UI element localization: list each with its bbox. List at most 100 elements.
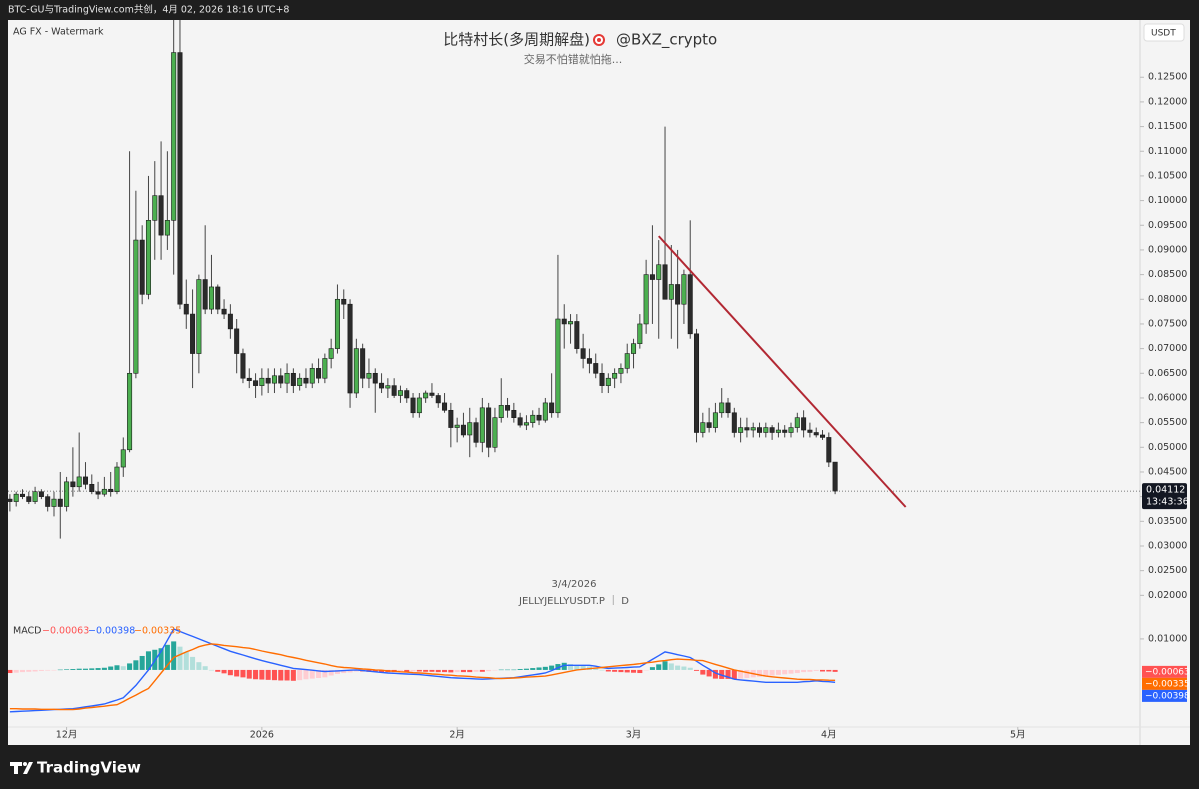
histogram-bar: [95, 668, 101, 670]
x-tick-label: 12月: [56, 730, 78, 741]
candle-body: [662, 264, 668, 300]
candle-body: [769, 427, 775, 433]
y-tick-label: 0.06500: [1148, 368, 1187, 379]
histogram-bar: [624, 669, 630, 673]
candle-body: [202, 279, 208, 310]
candle-body: [517, 417, 523, 426]
candle-body: [133, 239, 139, 374]
histogram-bar: [341, 669, 347, 674]
candle-body: [435, 395, 441, 404]
histogram-bar: [435, 669, 441, 673]
histogram-bar: [234, 669, 240, 677]
histogram-bar: [687, 667, 693, 670]
candle-body: [498, 405, 504, 418]
candle-body: [574, 321, 580, 349]
y-tick-label: 0.12000: [1148, 96, 1187, 107]
candle-body: [586, 358, 592, 364]
candle-body: [322, 358, 328, 379]
histogram-bar: [208, 669, 214, 671]
candle-body: [303, 377, 309, 384]
histogram-bar: [775, 669, 781, 675]
candle-body: [801, 417, 807, 431]
candle-body: [101, 488, 107, 495]
macd-value-box: [1142, 689, 1187, 702]
macd-pane: [8, 628, 838, 713]
y-tick-label: 0.09500: [1148, 220, 1187, 231]
histogram-bar: [744, 669, 750, 678]
histogram-bar: [120, 666, 126, 670]
histogram-bar: [605, 669, 611, 672]
histogram-bar: [511, 669, 517, 671]
candle-body: [618, 368, 624, 374]
candle-body: [334, 298, 340, 349]
histogram-bar: [32, 669, 38, 672]
candle-body: [221, 308, 227, 315]
histogram-bar: [416, 669, 422, 672]
histogram-bar: [479, 669, 485, 672]
histogram-bar: [372, 669, 378, 672]
y-tick-label: 0.07000: [1148, 343, 1187, 354]
macd-value-label: −0.00335: [1145, 679, 1190, 689]
footer-bar: [0, 745, 1199, 789]
candle-body: [51, 498, 57, 507]
candle-body: [82, 476, 88, 485]
candle-body: [454, 424, 460, 428]
x-tick-label: 4月: [821, 730, 837, 741]
watermark-title: 比特村长(多周期解盘): [443, 31, 590, 49]
candle-body: [360, 348, 366, 379]
histogram-bar: [460, 669, 466, 673]
candle-body: [467, 422, 473, 436]
candle-body: [750, 427, 756, 431]
candle-body: [215, 286, 221, 310]
axes: 12月 2026 2月 3月 4月 5月 0.02000 0.02500 0.03000 0.03…: [13, 72, 1190, 741]
candle-body: [76, 476, 82, 488]
candle-body: [397, 390, 403, 396]
candle-body: [593, 363, 599, 374]
histogram-bar: [45, 669, 51, 671]
histogram-bar: [725, 669, 731, 679]
currency: USDT: [1151, 29, 1176, 39]
candle-body: [145, 220, 151, 295]
candle-body: [139, 239, 145, 295]
histogram-bar: [127, 663, 133, 670]
candle-body: [316, 368, 322, 379]
candle-body: [637, 323, 643, 344]
candle-body: [183, 303, 189, 315]
candle-body: [284, 372, 290, 384]
histogram-bar: [297, 669, 303, 681]
histogram-bar: [442, 669, 448, 673]
histogram-bar: [82, 668, 89, 670]
candle-body: [832, 461, 838, 492]
candle-body: [190, 313, 196, 354]
candle-body: [208, 286, 214, 310]
histogram-bar: [486, 669, 492, 672]
candle-body: [442, 402, 448, 411]
histogram-bar: [492, 669, 498, 671]
histogram-bar: [807, 669, 813, 672]
candle-body: [328, 348, 334, 359]
currency-box[interactable]: [1143, 23, 1185, 42]
histogram-bar: [76, 668, 82, 670]
histogram-bar: [536, 667, 542, 670]
histogram-bar: [637, 669, 643, 674]
candle-body: [297, 377, 303, 386]
date-watermark: 3/4/2026: [552, 579, 597, 590]
histogram-bar: [593, 668, 599, 670]
histogram-bar: [177, 646, 183, 670]
y-tick-label: 0.10500: [1148, 170, 1187, 181]
brand: TradingView: [37, 759, 141, 777]
histogram-bar: [568, 664, 574, 670]
candle-body: [681, 274, 687, 305]
histogram-bar: [353, 669, 359, 672]
histogram-bar: [13, 669, 19, 673]
histogram-bar: [8, 669, 13, 674]
candle-body: [530, 414, 536, 423]
histogram-bar: [253, 669, 259, 680]
candle-body: [712, 412, 718, 428]
histogram-bar: [202, 666, 208, 670]
price-pane: [8, 20, 1140, 539]
candle-body: [580, 348, 586, 359]
macd-legend-value: −0.00335: [134, 626, 181, 637]
candle-body: [278, 375, 284, 384]
